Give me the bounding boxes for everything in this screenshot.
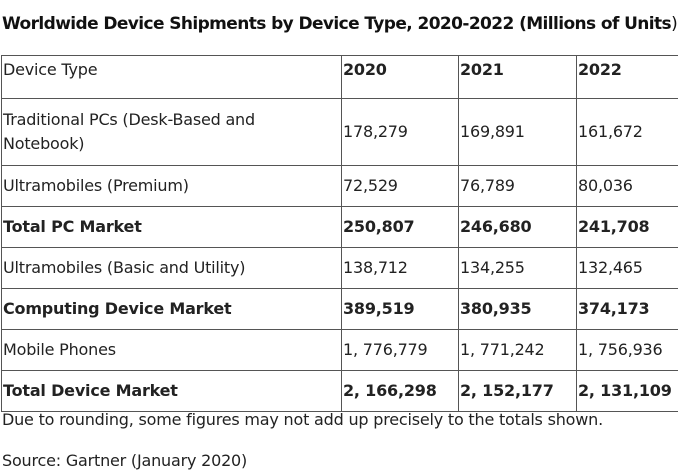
row-label-total-device-market: Total Device Market <box>1 370 342 412</box>
table-row-ultramobiles-basic: Ultramobiles (Basic and Utility) 138,712… <box>1 247 678 289</box>
cell-total-pc-market-2022: 241,708 <box>576 206 678 248</box>
row-label-mobile-phones: Mobile Phones <box>1 329 342 371</box>
header-2021: 2021 <box>458 55 577 99</box>
header-device-type: Device Type <box>1 55 342 99</box>
table-row-mobile-phones: Mobile Phones 1, 776,779 1, 771,242 1, 7… <box>1 329 678 371</box>
header-2020: 2020 <box>341 55 459 99</box>
cell-ultramobiles-premium-2021: 76,789 <box>458 165 577 207</box>
table-row-total-pc-market: Total PC Market 250,807 246,680 241,708 <box>1 206 678 248</box>
cell-mobile-phones-2022: 1, 756,936 <box>576 329 678 371</box>
table-title-text: Worldwide Device Shipments by Device Typ… <box>2 14 672 34</box>
row-label-computing-device-market: Computing Device Market <box>1 288 342 330</box>
cell-mobile-phones-2020: 1, 776,779 <box>341 329 459 371</box>
cell-ultramobiles-basic-2020: 138,712 <box>341 247 459 289</box>
device-shipments-table: Device Type 2020 2021 2022 Traditional P… <box>1 55 678 412</box>
cell-computing-device-market-2021: 380,935 <box>458 288 577 330</box>
row-label-ultramobiles-premium: Ultramobiles (Premium) <box>1 165 342 207</box>
cell-ultramobiles-premium-2020: 72,529 <box>341 165 459 207</box>
cell-traditional-pcs-2020: 178,279 <box>341 98 459 166</box>
cell-traditional-pcs-2022: 161,672 <box>576 98 678 166</box>
cell-traditional-pcs-2021: 169,891 <box>458 98 577 166</box>
row-label-traditional-pcs: Traditional PCs (Desk-Based and Notebook… <box>1 98 342 166</box>
table-row-total-device-market: Total Device Market 2, 166,298 2, 152,17… <box>1 370 678 412</box>
cell-computing-device-market-2022: 374,173 <box>576 288 678 330</box>
cell-total-pc-market-2020: 250,807 <box>341 206 459 248</box>
rounding-footnote: Due to rounding, some figures may not ad… <box>2 410 603 429</box>
table-title: Worldwide Device Shipments by Device Typ… <box>2 14 678 34</box>
row-label-ultramobiles-basic: Ultramobiles (Basic and Utility) <box>1 247 342 289</box>
cell-total-device-market-2021: 2, 152,177 <box>458 370 577 412</box>
table-title-close-paren: ) <box>671 14 678 34</box>
table-row-traditional-pcs: Traditional PCs (Desk-Based and Notebook… <box>1 98 678 166</box>
cell-total-device-market-2020: 2, 166,298 <box>341 370 459 412</box>
cell-total-pc-market-2021: 246,680 <box>458 206 577 248</box>
source-note: Source: Gartner (January 2020) <box>2 451 248 470</box>
cell-mobile-phones-2021: 1, 771,242 <box>458 329 577 371</box>
table-row-ultramobiles-premium: Ultramobiles (Premium) 72,529 76,789 80,… <box>1 165 678 207</box>
table-row-computing-device-market: Computing Device Market 389,519 380,935 … <box>1 288 678 330</box>
header-2022: 2022 <box>576 55 678 99</box>
cell-computing-device-market-2020: 389,519 <box>341 288 459 330</box>
cell-ultramobiles-basic-2021: 134,255 <box>458 247 577 289</box>
row-label-total-pc-market: Total PC Market <box>1 206 342 248</box>
cell-ultramobiles-basic-2022: 132,465 <box>576 247 678 289</box>
cell-ultramobiles-premium-2022: 80,036 <box>576 165 678 207</box>
cell-total-device-market-2022: 2, 131,109 <box>576 370 678 412</box>
table-header-row: Device Type 2020 2021 2022 <box>1 55 678 99</box>
